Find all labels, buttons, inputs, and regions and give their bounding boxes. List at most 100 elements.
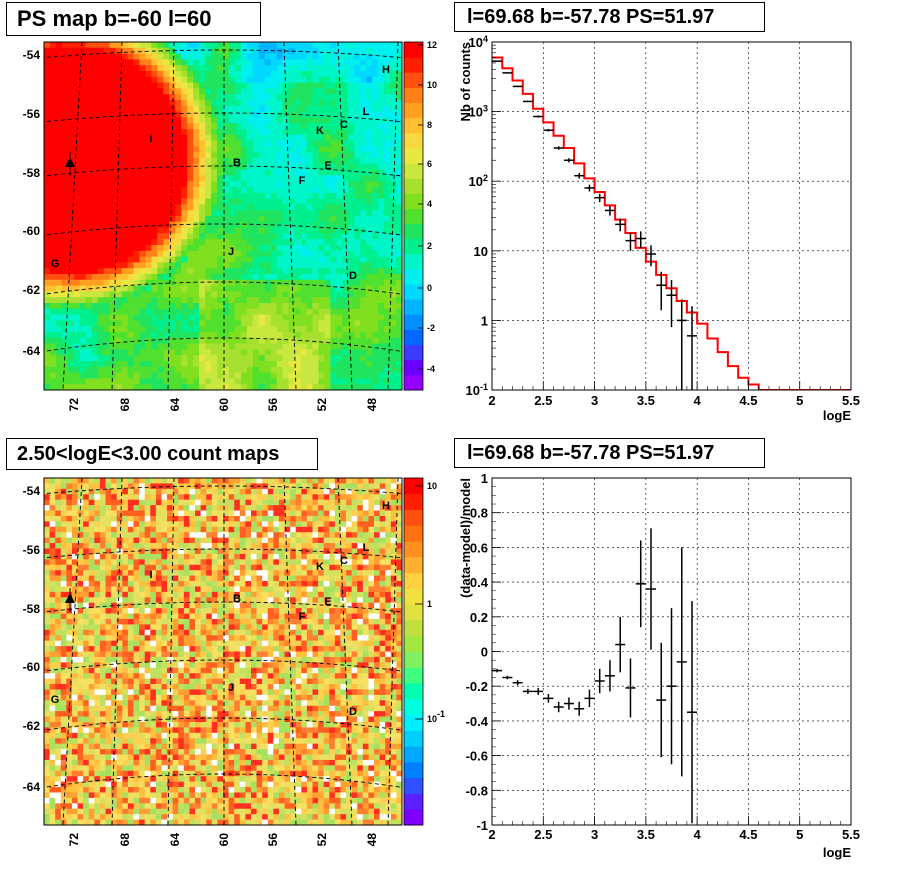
heatmap-cell [217, 65, 224, 72]
heatmap-cell [127, 134, 134, 141]
heatmap-cell [55, 198, 63, 205]
heatmap-cell [105, 570, 112, 576]
heatmap-cell [306, 146, 313, 153]
heatmap-cell [284, 543, 291, 549]
heatmap-cell [55, 152, 63, 159]
heatmap-cell [273, 548, 280, 555]
heatmap-cell [193, 47, 200, 54]
heatmap-cell [240, 361, 248, 368]
heatmap-cell [103, 82, 111, 89]
heatmap-cell [91, 152, 99, 159]
heatmap-cell [121, 105, 128, 112]
heatmap-cell [323, 548, 330, 555]
heatmap-cell [301, 543, 308, 549]
heatmap-cell [60, 510, 67, 517]
heatmap-cell [354, 123, 361, 130]
heatmap-cell [390, 227, 397, 234]
heatmap-cell [79, 279, 87, 286]
heatmap-cell [169, 378, 176, 385]
heatmap-cell [217, 250, 224, 257]
heatmap-cell [318, 216, 325, 223]
heatmap-cell [49, 483, 56, 490]
heatmap-cell [336, 343, 343, 350]
heatmap-cell [49, 332, 57, 339]
heatmap-cell [151, 268, 158, 275]
heatmap-cell [193, 100, 200, 107]
heatmap-cell [193, 372, 200, 379]
heatmap-cell [334, 532, 341, 538]
heatmap-cell [71, 586, 78, 593]
y-tick-label: -56 [23, 107, 41, 121]
heatmap-cell [79, 372, 87, 379]
heatmap-cell [252, 175, 260, 182]
heatmap-cell [169, 134, 176, 141]
heatmap-cell [79, 88, 87, 95]
heatmap-cell [223, 163, 230, 170]
heatmap-cell [99, 483, 106, 490]
heatmap-cell [223, 169, 230, 176]
heatmap-cell [139, 361, 146, 368]
heatmap-cell [245, 505, 252, 511]
heatmap-cell [144, 505, 151, 511]
heatmap-cell [362, 553, 369, 560]
colorbar-swatch [404, 359, 423, 376]
heatmap-cell [396, 123, 402, 130]
heatmap-cell [55, 537, 62, 544]
heatmap-cell [378, 308, 385, 315]
heatmap-cell [396, 204, 402, 211]
heatmap-cell [278, 521, 285, 528]
heatmap-cell [187, 366, 194, 373]
heatmap-cell [246, 129, 254, 136]
heatmap-cell [67, 274, 75, 281]
heatmap-cell [366, 378, 373, 385]
heatmap-cell [288, 262, 295, 269]
heatmap-cell [193, 361, 200, 368]
heatmap-cell [167, 521, 173, 528]
heatmap-cell [290, 494, 297, 500]
heatmap-cell [294, 314, 301, 321]
heatmap-cell [264, 169, 272, 176]
heatmap-cell [329, 499, 336, 506]
heatmap-cell [348, 210, 355, 217]
heatmap-cell [127, 586, 134, 593]
heatmap-cell [330, 239, 337, 246]
heatmap-cell [211, 262, 218, 269]
heatmap-cell [234, 105, 242, 112]
heatmap-cell [360, 123, 367, 130]
heatmap-cell [49, 521, 56, 528]
heatmap-cell [306, 478, 313, 484]
heatmap-cell [67, 59, 75, 66]
heatmap-cell [258, 291, 266, 298]
heatmap-cell [217, 71, 224, 78]
heatmap-cell [300, 274, 307, 281]
heatmap-cell [55, 163, 63, 170]
heatmap-cell [240, 216, 248, 223]
heatmap-cell [223, 332, 230, 339]
heatmap-cell [329, 532, 336, 538]
heatmap-cell [378, 140, 385, 147]
heatmap-cell [270, 297, 278, 304]
heatmap-cell [133, 372, 140, 379]
heatmap-cell [323, 581, 330, 587]
heatmap-cell [121, 65, 128, 72]
heatmap-cell [111, 581, 118, 587]
heatmap-cell [360, 187, 367, 194]
heatmap-cell [199, 204, 206, 211]
heatmap-cell [324, 314, 331, 321]
heatmap-cell [103, 320, 111, 327]
heatmap-cell [264, 250, 272, 257]
heatmap-cell [384, 361, 391, 368]
heatmap-cell [368, 494, 375, 500]
heatmap-cell [223, 239, 230, 246]
heatmap-cell [175, 169, 182, 176]
heatmap-cell [200, 526, 207, 533]
heatmap-cell [329, 483, 336, 490]
heatmap-cell [396, 581, 402, 587]
heatmap-cell [340, 521, 347, 528]
heatmap-cell [175, 158, 182, 165]
heatmap-cell [115, 47, 122, 54]
heatmap-cell [91, 169, 99, 176]
heatmap-cell [205, 332, 212, 339]
heatmap-cell [330, 268, 337, 275]
heatmap-cell [85, 187, 93, 194]
